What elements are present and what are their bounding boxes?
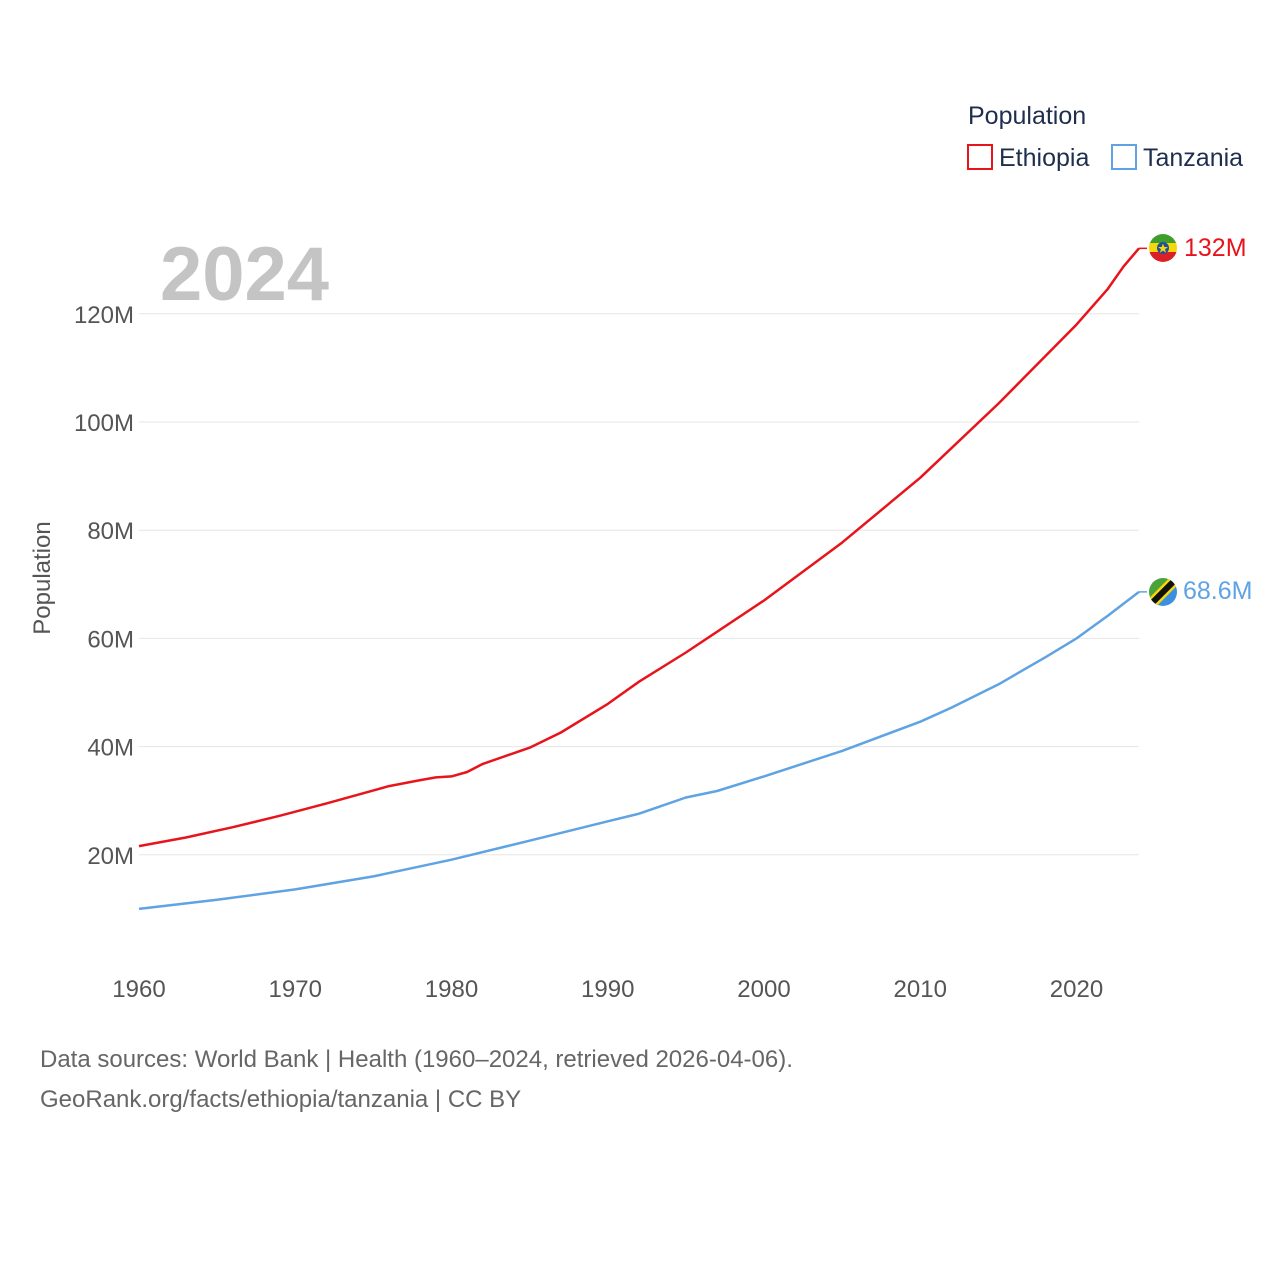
legend-title: Population: [968, 102, 1086, 130]
legend-item-tanzania[interactable]: Tanzania: [1111, 144, 1243, 172]
ethiopia-flag-icon: [1149, 234, 1177, 262]
y-axis-title: Population: [29, 521, 56, 634]
x-tick-label: 1960: [112, 976, 165, 1003]
legend-swatch-tanzania: [1111, 144, 1137, 170]
x-axis-ticks: 1960 1970 1980 1990 2000 2010 2020: [112, 976, 1103, 1003]
tanzania-flag-icon: [1149, 578, 1177, 606]
y-tick-label: 40M: [87, 735, 134, 762]
legend: Population Ethiopia Tanzania: [967, 102, 1243, 172]
series-lines: [138, 247, 1147, 911]
y-tick-label: 120M: [74, 302, 134, 329]
gridlines: [139, 313, 1139, 856]
x-tick-label: 2000: [737, 976, 790, 1003]
legend-label-tanzania: Tanzania: [1143, 144, 1243, 172]
legend-item-ethiopia[interactable]: Ethiopia: [967, 144, 1089, 172]
year-watermark: 2024: [160, 232, 329, 317]
x-tick-label: 2020: [1050, 976, 1103, 1003]
series-line-ethiopia[interactable]: [138, 247, 1140, 848]
y-tick-label: 100M: [74, 410, 134, 437]
x-tick-label: 1980: [425, 976, 478, 1003]
y-tick-label: 80M: [87, 518, 134, 545]
series-line-tanzania[interactable]: [138, 590, 1140, 911]
tanzania-end-label: 68.6M: [1183, 577, 1252, 605]
ethiopia-end-label: 132M: [1184, 234, 1247, 262]
y-tick-label: 60M: [87, 626, 134, 653]
y-tick-label: 20M: [87, 843, 134, 870]
y-axis-ticks: 20M 40M 60M 80M 100M 120M: [74, 302, 134, 870]
x-tick-label: 1990: [581, 976, 634, 1003]
x-tick-label: 2010: [894, 976, 947, 1003]
data-source-note: Data sources: World Bank | Health (1960–…: [40, 1046, 793, 1073]
x-tick-label: 1970: [269, 976, 322, 1003]
footer: Data sources: World Bank | Health (1960–…: [40, 1040, 793, 1120]
legend-swatch-ethiopia: [967, 144, 993, 170]
source-url[interactable]: GeoRank.org/facts/ethiopia/tanzania | CC…: [40, 1086, 522, 1113]
legend-label-ethiopia: Ethiopia: [999, 144, 1089, 172]
